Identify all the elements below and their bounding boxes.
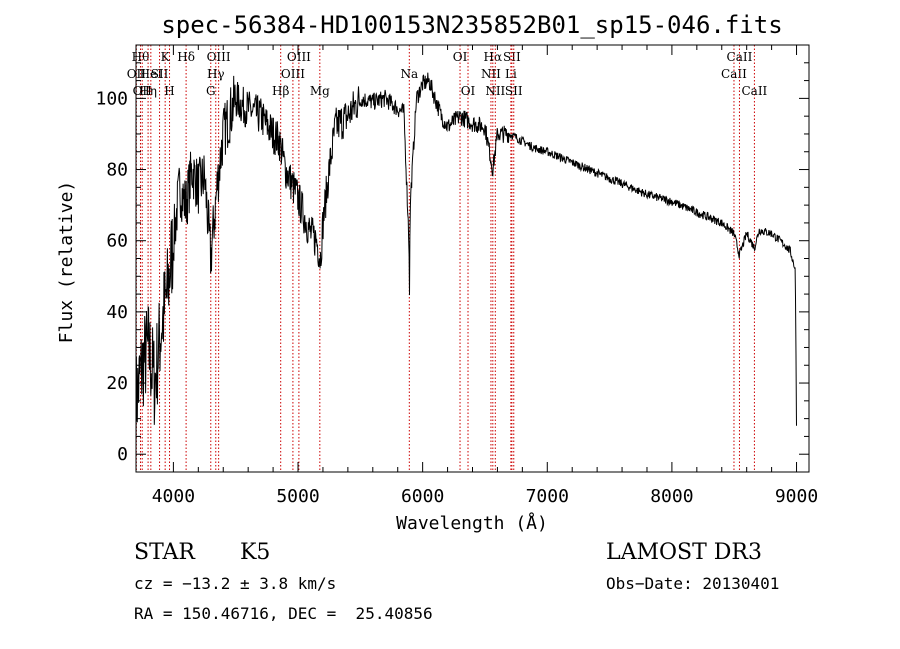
spectral-line-label: OIII: [281, 67, 305, 81]
spectral-line-label: CaII: [727, 50, 753, 64]
spectral-line-label: Mg: [310, 84, 330, 98]
spectral-line-label: NII: [485, 84, 505, 98]
spectral-line-label: OIII: [207, 50, 231, 64]
spectral-line-label: Hη: [139, 84, 157, 98]
coordinates: RA = 150.46716, DEC = 25.40856: [134, 604, 433, 623]
spectral-line-label: Na: [400, 67, 418, 81]
y-tick-label: 20: [106, 373, 128, 394]
x-tick-label: 4000: [152, 486, 195, 507]
spectral-line-label: NII: [481, 67, 501, 81]
spectral-line-label: Hα: [484, 50, 503, 64]
x-axis: 4000 5000 6000 7000 8000 9000: [152, 45, 818, 507]
spectral-line-label: CaII: [721, 67, 747, 81]
spectrum-line: [135, 72, 797, 451]
y-tick-label: 100: [95, 88, 128, 109]
spectral-line-label: K: [161, 50, 171, 64]
spectral-line-label: Li: [505, 67, 517, 81]
spectral-line-markers: OIIHθOIIHηHeISIIKHHδGHγOIIIHβOIIIOIIIMgN…: [127, 45, 768, 472]
x-tick-label: 8000: [650, 486, 693, 507]
x-tick-label: 5000: [276, 486, 319, 507]
survey-name: LAMOST DR3: [606, 540, 762, 565]
spectral-line-label: SII: [503, 50, 521, 64]
spectral-line-label: Hδ: [177, 50, 195, 64]
observation-date: Obs−Date: 20130401: [606, 574, 780, 593]
chart-title: spec-56384-HD100153N235852B01_sp15-046.f…: [161, 11, 782, 39]
spectral-line-label: HeI: [140, 67, 163, 81]
x-tick-label: 9000: [775, 486, 818, 507]
redshift-velocity: cz = −13.2 ± 3.8 km/s: [134, 574, 337, 593]
spectral-line-label: H: [164, 84, 174, 98]
spectral-line-label: OIII: [287, 50, 311, 64]
x-tick-label: 6000: [401, 486, 444, 507]
y-tick-label: 80: [106, 160, 128, 181]
spectral-line-label: OI: [453, 50, 468, 64]
y-axis-label: Flux (relative): [56, 181, 77, 344]
spectral-line-label: Hθ: [132, 50, 150, 64]
spectral-line-label: CaII: [741, 84, 767, 98]
y-tick-label: 60: [106, 231, 128, 252]
object-subclass: K5: [240, 540, 271, 565]
y-axis: 0 20 40 60 80 100: [95, 62, 809, 465]
y-tick-label: 40: [106, 302, 128, 323]
spectral-line-label: G: [206, 84, 216, 98]
spectral-line-label: Hβ: [272, 84, 289, 98]
spectral-line-label: OII: [133, 84, 153, 98]
spectral-line-label: SII: [151, 67, 169, 81]
x-tick-label: 7000: [526, 486, 569, 507]
spectral-line-label: Hγ: [207, 67, 225, 81]
y-tick-label: 0: [117, 444, 128, 465]
spectral-line-label: OI: [461, 84, 476, 98]
object-class: STAR: [134, 540, 195, 565]
spectral-line-label: SII: [505, 84, 523, 98]
x-axis-label: Wavelength (Å): [396, 512, 548, 534]
